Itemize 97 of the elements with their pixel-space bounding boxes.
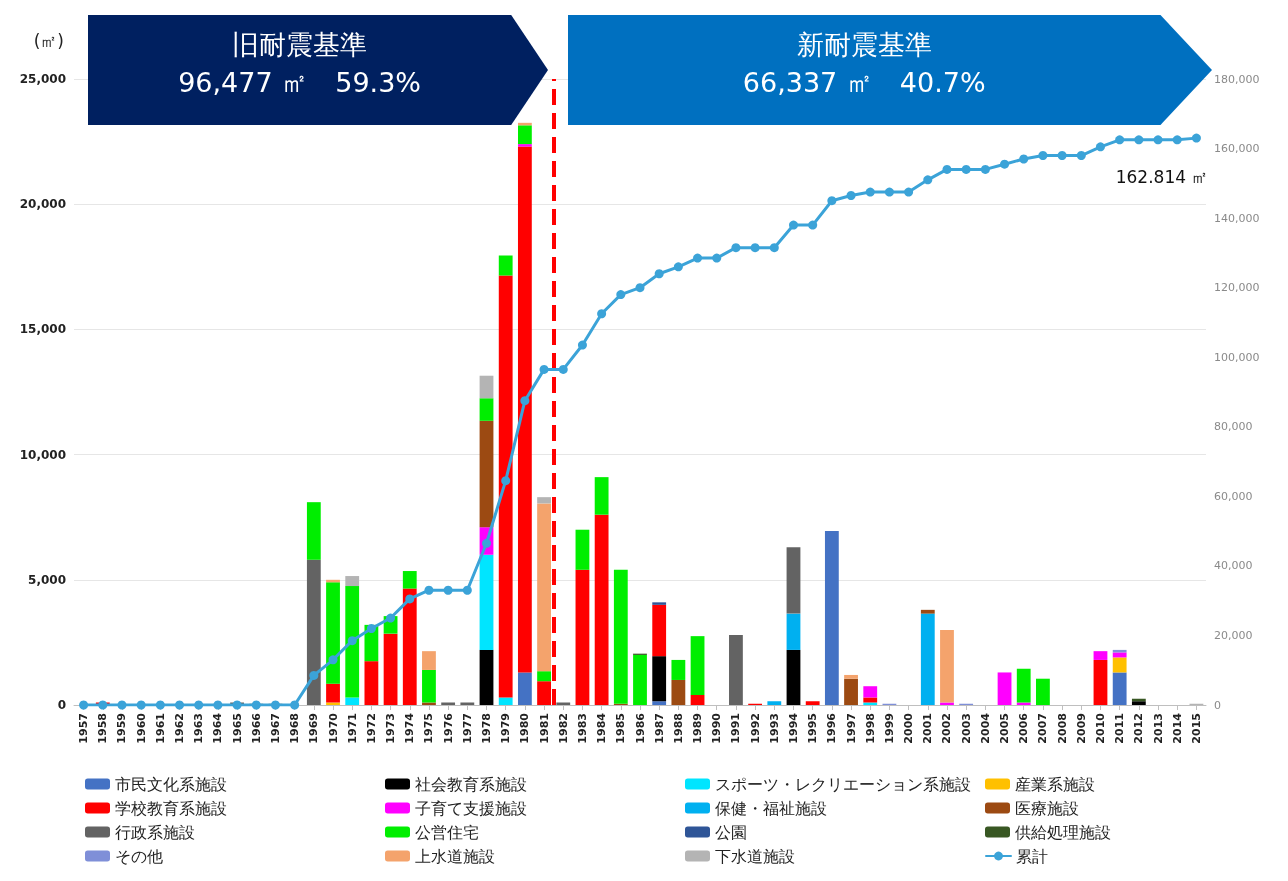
x-tick-label: 1957 <box>77 713 91 744</box>
legend-label: 供給処理施設 <box>1015 822 1111 842</box>
legend-label: 医療施設 <box>1015 798 1079 818</box>
x-tick-label: 1981 <box>537 713 551 744</box>
x-tick-label: 1970 <box>326 712 340 744</box>
legend-label: スポーツ・レクリエーション系施設 <box>715 774 971 794</box>
x-tick-label: 1993 <box>767 713 781 744</box>
x-tick-label: 1974 <box>403 712 417 744</box>
text: 旧耐震基準 <box>231 28 369 62</box>
legend-label: 保健・福祉施設 <box>715 798 827 818</box>
x-tick-label: 1979 <box>499 713 513 744</box>
x-tick-label: 1998 <box>863 713 877 744</box>
x-tick-label: 1958 <box>96 713 110 744</box>
x-tick-label: 2003 <box>959 713 973 744</box>
x-tick-label: 2007 <box>1036 713 1050 744</box>
legend-label: 下水道施設 <box>715 846 795 866</box>
x-tick-label: 1990 <box>710 712 724 744</box>
y2-tick-label: 140,000 <box>1214 211 1260 225</box>
legend-label: 行政系施設 <box>115 822 195 842</box>
x-tick-label: 2009 <box>1074 713 1088 744</box>
y-tick-label: 0 <box>57 698 66 712</box>
x-tick-label: 2013 <box>1151 713 1165 744</box>
x-tick-label: 1960 <box>134 712 148 744</box>
x-tick-label: 2004 <box>978 712 992 744</box>
x-tick-label: 1995 <box>806 713 820 744</box>
x-tick-label: 1980 <box>518 712 532 744</box>
x-tick-label: 2014 <box>1170 712 1184 744</box>
legend-label: 公営住宅 <box>415 822 479 842</box>
x-tick-label: 1969 <box>307 713 321 744</box>
y-tick-label: 20,000 <box>19 197 66 212</box>
x-tick-label: 2002 <box>940 713 954 744</box>
y2-tick-label: 120,000 <box>1214 281 1260 295</box>
text: 新耐震基準 <box>795 28 933 62</box>
x-tick-label: 1999 <box>882 713 896 744</box>
y-tick-label: 25,000 <box>19 72 66 86</box>
x-tick-label: 1976 <box>441 712 455 744</box>
x-tick-label: 1962 <box>173 713 187 744</box>
x-tick-label: 1992 <box>748 713 762 744</box>
x-tick-label: 1978 <box>480 713 494 744</box>
x-tick-label: 1967 <box>268 713 282 744</box>
x-tick-label: 1986 <box>633 712 647 744</box>
x-tick-label: 2006 <box>1017 712 1031 744</box>
legend-label: 上水道施設 <box>415 846 495 866</box>
x-tick-label: 1971 <box>345 713 359 744</box>
legend-label: 公園 <box>715 822 747 842</box>
y2-tick-label: 40,000 <box>1214 559 1253 573</box>
x-tick-label: 2010 <box>1093 712 1107 744</box>
y2-tick-label: 0 <box>1214 698 1221 712</box>
y-tick-label: 5,000 <box>28 572 66 587</box>
y2-tick-label: 180,000 <box>1214 72 1260 86</box>
legend-label: 学校教育系施設 <box>115 798 227 818</box>
x-tick-label: 1987 <box>652 713 666 744</box>
x-tick-label: 1977 <box>460 713 474 744</box>
x-tick-label: 1964 <box>211 712 225 744</box>
y-tick-label: 10,000 <box>19 447 66 462</box>
legend-label: 子育て支援施設 <box>415 798 527 818</box>
y2-tick-label: 80,000 <box>1214 420 1253 434</box>
x-tick-label: 2011 <box>1113 713 1127 744</box>
legend-label: 社会教育系施設 <box>415 774 527 794</box>
x-tick-label: 1975 <box>422 713 436 744</box>
legend-label: 市民文化系施設 <box>115 774 227 794</box>
x-tick-label: 2000 <box>902 712 916 744</box>
x-tick-label: 1988 <box>671 713 685 744</box>
x-tick-label: 1968 <box>288 713 302 744</box>
annotation: 96,477 ㎡ 59.3% <box>177 66 422 100</box>
x-tick-label: 1963 <box>192 713 206 744</box>
y-axis-title: (㎡) <box>33 30 64 51</box>
y2-tick-label: 20,000 <box>1214 628 1253 642</box>
legend-label: 累計 <box>1016 846 1048 866</box>
x-tick-label: 1997 <box>844 713 858 744</box>
y2-tick-label: 100,000 <box>1214 350 1260 364</box>
annotation: 66,337 ㎡ 40.7% <box>741 66 987 100</box>
x-tick-label: 1983 <box>575 713 589 744</box>
x-tick-label: 1961 <box>153 713 167 744</box>
x-tick-label: 1982 <box>556 713 570 744</box>
x-tick-label: 1965 <box>230 713 244 744</box>
x-tick-label: 1991 <box>729 713 743 744</box>
y2-tick-label: 60,000 <box>1214 489 1253 503</box>
y-tick-label: 15,000 <box>19 322 66 337</box>
x-tick-label: 2008 <box>1055 713 1069 744</box>
x-tick-label: 1985 <box>614 713 628 744</box>
legend-label: 産業系施設 <box>1015 774 1095 794</box>
x-tick-label: 2012 <box>1132 713 1146 744</box>
x-tick-label: 1972 <box>364 713 378 744</box>
annotation: 162.814 ㎡ <box>1115 166 1209 190</box>
y2-tick-label: 160,000 <box>1214 142 1260 156</box>
x-tick-label: 1996 <box>825 712 839 744</box>
x-tick-label: 1966 <box>249 712 263 744</box>
x-tick-label: 1994 <box>786 712 800 744</box>
x-tick-label: 2005 <box>998 713 1012 744</box>
x-tick-label: 1959 <box>115 713 129 744</box>
legend-label: その他 <box>115 846 163 866</box>
x-tick-label: 2001 <box>921 713 935 744</box>
x-tick-label: 2015 <box>1189 713 1203 744</box>
x-tick-label: 1984 <box>595 712 609 744</box>
x-tick-label: 1973 <box>384 713 398 744</box>
x-tick-label: 1989 <box>691 713 705 744</box>
